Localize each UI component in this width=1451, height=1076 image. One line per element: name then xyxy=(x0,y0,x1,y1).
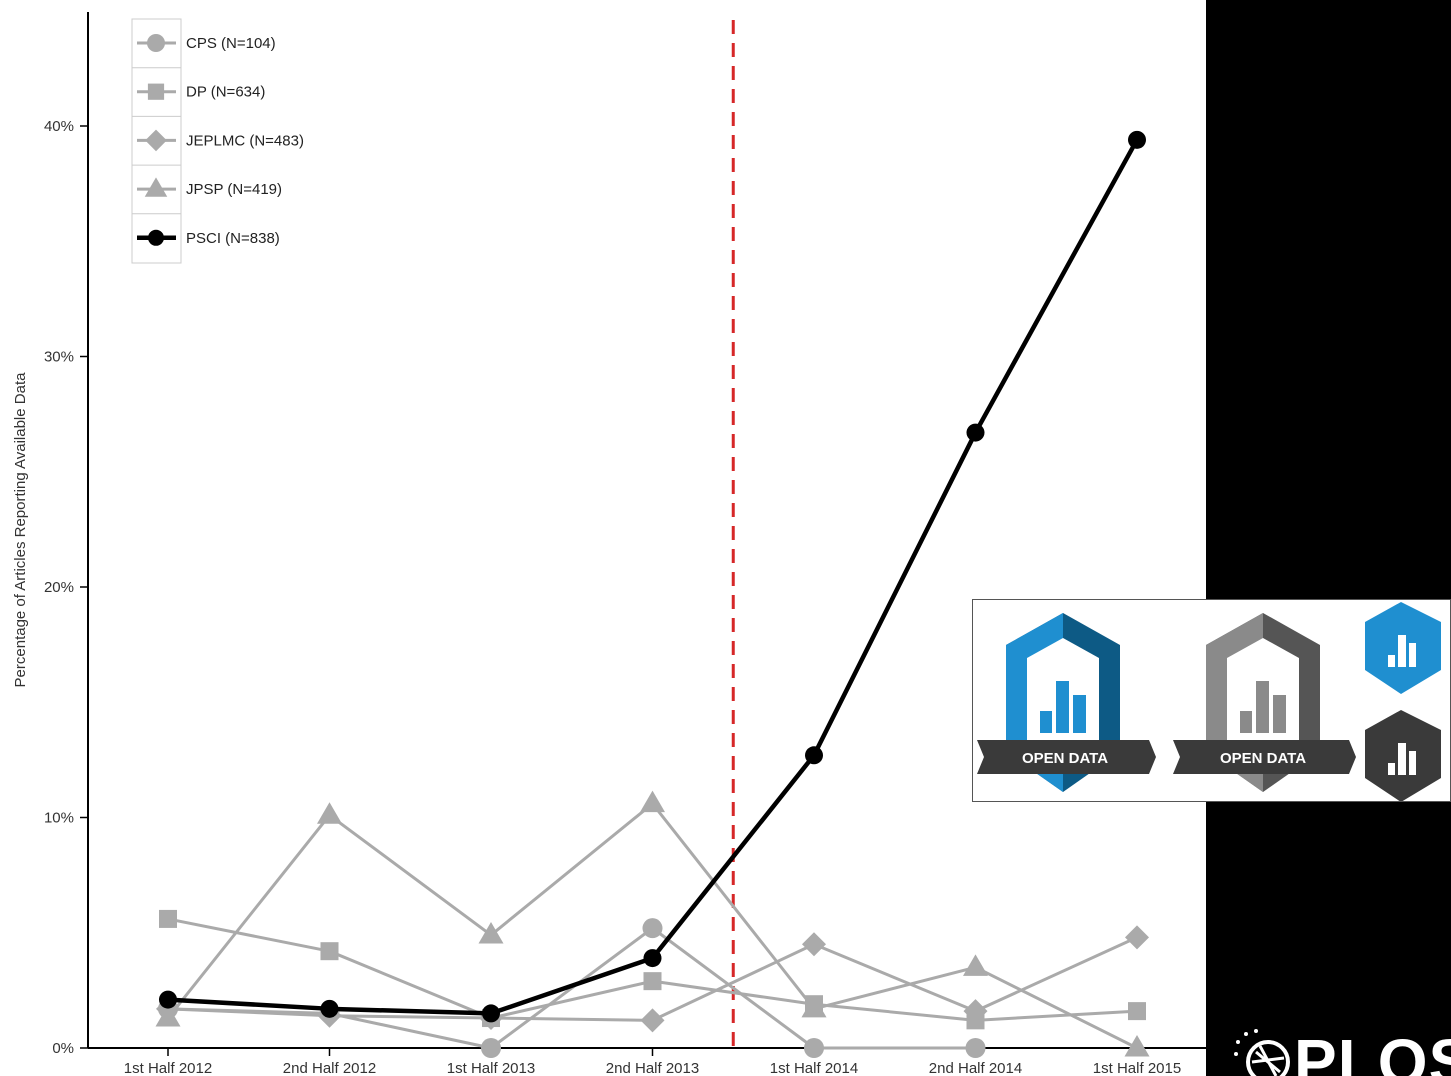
data-point xyxy=(481,1038,501,1058)
y-tick-label: 20% xyxy=(44,579,74,596)
badge-label: OPEN DATA xyxy=(1022,750,1108,767)
data-point xyxy=(482,1004,500,1023)
data-point xyxy=(801,995,827,1018)
series-psci xyxy=(159,130,1146,1023)
legend-label: JPSP (N=419) xyxy=(186,181,282,198)
data-point xyxy=(642,918,663,939)
series-jpsp xyxy=(155,790,1150,1057)
data-point xyxy=(478,922,504,944)
legend-marker xyxy=(147,34,165,52)
open-data-badges: OPEN DATA OPEN DATA xyxy=(972,599,1451,802)
data-point xyxy=(963,954,988,976)
data-point xyxy=(317,802,342,824)
x-tick-label: 2nd Half 2014 xyxy=(929,1060,1022,1076)
legend-marker xyxy=(148,229,164,246)
bar-chart-icon xyxy=(1040,681,1086,733)
plos-logo: PLOS xyxy=(1232,1028,1451,1076)
line-chart: Percentage of Articles Reporting Availab… xyxy=(12,12,1206,1076)
data-point xyxy=(804,1038,824,1058)
y-tick-label: 30% xyxy=(44,349,74,366)
data-point xyxy=(965,1038,986,1058)
data-point xyxy=(643,972,662,991)
legend-label: CPS (N=104) xyxy=(186,35,276,52)
x-tick-label: 2nd Half 2013 xyxy=(606,1060,699,1076)
data-point xyxy=(155,1005,181,1027)
x-tick-label: 1st Half 2013 xyxy=(447,1060,535,1076)
data-point xyxy=(805,746,823,765)
small-badge-color xyxy=(1365,602,1441,694)
data-point xyxy=(802,932,826,957)
x-tick-label: 1st Half 2015 xyxy=(1093,1060,1181,1076)
legend-marker xyxy=(147,83,165,100)
data-point xyxy=(643,949,662,968)
data-point xyxy=(320,942,339,961)
legend-marker xyxy=(145,129,167,152)
globe-icon xyxy=(1234,1029,1290,1076)
bar-chart-icon xyxy=(1388,635,1416,667)
data-point xyxy=(1128,1002,1146,1021)
data-point xyxy=(966,423,985,442)
legend-marker xyxy=(144,177,168,197)
legend-label: JEPLMC (N=483) xyxy=(186,132,304,149)
x-tick-label: 1st Half 2012 xyxy=(124,1060,212,1076)
legend-label: DP (N=634) xyxy=(186,84,265,101)
data-point xyxy=(640,790,665,813)
legend: CPS (N=104) DP (N=634) JEPLMC (N=483) JPSP … xyxy=(131,18,304,264)
data-point xyxy=(320,999,339,1018)
legend-label: PSCI (N=838) xyxy=(186,230,280,247)
y-tick-label: 10% xyxy=(44,810,74,827)
series-line xyxy=(167,138,1139,1016)
bar-chart-icon xyxy=(1240,681,1286,733)
plot-panel: Percentage of Articles Reporting Availab… xyxy=(0,0,1206,1076)
data-point xyxy=(159,909,177,928)
data-point xyxy=(1124,1035,1150,1057)
plos-wordmark: PLOS xyxy=(1294,1028,1451,1076)
open-data-badge-color: OPEN DATA xyxy=(977,613,1156,792)
y-tick-label: 40% xyxy=(44,118,74,135)
data-point xyxy=(159,990,177,1009)
data-point xyxy=(640,1008,665,1033)
y-axis-label: Percentage of Articles Reporting Availab… xyxy=(12,372,29,688)
x-tick-label: 2nd Half 2012 xyxy=(283,1060,376,1076)
open-data-badge-gray: OPEN DATA xyxy=(1173,613,1356,792)
badge-label: OPEN DATA xyxy=(1220,750,1306,767)
y-tick-label: 0% xyxy=(52,1040,74,1057)
bar-chart-icon xyxy=(1388,743,1416,775)
x-tick-label: 1st Half 2014 xyxy=(770,1060,858,1076)
small-badge-gray xyxy=(1365,710,1441,801)
data-point xyxy=(1125,925,1149,950)
data-point xyxy=(1128,130,1146,149)
data-point xyxy=(963,999,988,1024)
